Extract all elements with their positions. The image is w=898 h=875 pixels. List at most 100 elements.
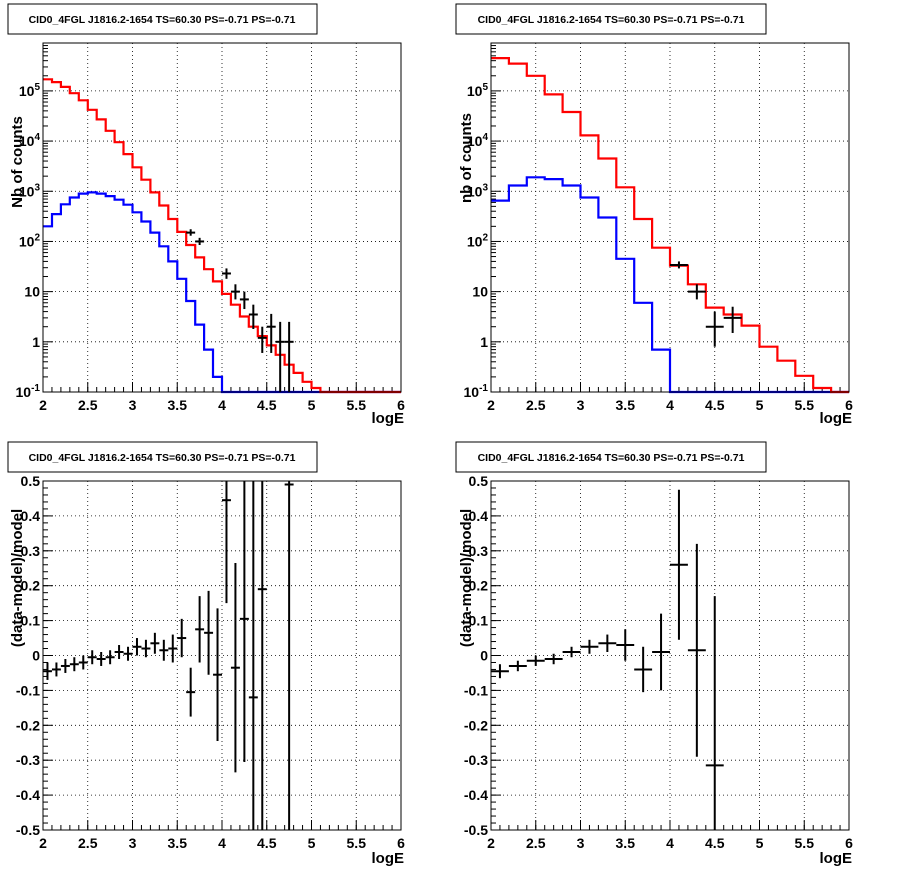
title-box: [455, 441, 767, 473]
y-tick-label: -0.3: [464, 752, 488, 768]
y-tick-label: 1: [32, 334, 40, 350]
plot-area: [43, 43, 401, 392]
x-tick-label: 3: [577, 835, 585, 851]
x-tick-label: 2: [39, 835, 47, 851]
residual-panel-left: CID0_4FGL J1816.2-1654 TS=60.30 PS=-0.71…: [7, 441, 405, 867]
y-tick-label: 0: [480, 648, 488, 664]
plot-frame: [490, 480, 850, 831]
y-tick-label: -0.2: [16, 717, 40, 733]
x-tick-label: 5: [308, 835, 316, 851]
residual-panel-right: CID0_4FGL J1816.2-1654 TS=60.30 PS=-0.71…: [455, 441, 853, 867]
y-tick-label: 0.5: [21, 473, 41, 489]
x-tick-label: 4.5: [705, 835, 725, 851]
y-tick-label: 10-1: [464, 383, 489, 400]
x-tick-label: 6: [397, 397, 405, 413]
x-tick-label: 5: [756, 397, 764, 413]
panel-title: CID0_4FGL J1816.2-1654 TS=60.30 PS=-0.71…: [29, 452, 296, 464]
panel-title: CID0_4FGL J1816.2-1654 TS=60.30 PS=-0.71…: [29, 14, 296, 26]
y-tick-label: -0.2: [464, 717, 488, 733]
x-axis-label: logE: [820, 850, 853, 867]
plot-area: [491, 43, 849, 392]
y-tick-label: 103: [467, 182, 489, 199]
x-tick-label: 5: [756, 835, 764, 851]
plot-frame: [490, 42, 850, 393]
plot-area: [43, 481, 401, 830]
y-axis-label: (data-model)/model: [458, 509, 475, 647]
x-axis-label: logE: [372, 850, 405, 867]
y-tick-label: 0.4: [469, 508, 489, 524]
x-tick-label: 4: [666, 835, 674, 851]
x-tick-label: 5.5: [795, 835, 815, 851]
y-tick-label: 102: [467, 232, 489, 249]
x-tick-label: 3: [129, 397, 137, 413]
x-tick-label: 5.5: [347, 397, 367, 413]
x-tick-label: 2.5: [526, 835, 546, 851]
y-tick-label: 0.1: [21, 613, 41, 629]
x-tick-label: 4.5: [705, 397, 725, 413]
x-tick-label: 2: [487, 397, 495, 413]
x-tick-label: 3.5: [168, 397, 188, 413]
y-tick-label: 0.5: [469, 473, 489, 489]
model-total-histogram: [43, 78, 401, 394]
x-axis-label: logE: [372, 410, 405, 427]
x-tick-label: 2.5: [526, 397, 546, 413]
x-tick-label: 6: [845, 397, 853, 413]
y-tick-label: 104: [467, 132, 489, 149]
title-box: [455, 3, 767, 35]
x-tick-label: 2.5: [78, 835, 98, 851]
x-tick-label: 3: [129, 835, 137, 851]
x-tick-label: 2.5: [78, 397, 98, 413]
counts-panel-left: CID0_4FGL J1816.2-1654 TS=60.30 PS=-0.71…: [7, 3, 405, 427]
x-tick-label: 4: [666, 397, 674, 413]
plot-frame: [42, 480, 402, 831]
y-tick-label: -0.1: [16, 682, 40, 698]
plot-area: [491, 481, 849, 830]
panel-title: CID0_4FGL J1816.2-1654 TS=60.30 PS=-0.71…: [478, 14, 745, 26]
y-tick-label: 1: [480, 334, 488, 350]
x-axis-label: logE: [820, 410, 853, 427]
y-tick-label: 0.1: [469, 613, 489, 629]
y-tick-label: 0.3: [21, 543, 41, 559]
x-tick-label: 4: [218, 397, 226, 413]
y-tick-label: 104: [19, 132, 41, 149]
x-tick-label: 5: [308, 397, 316, 413]
y-tick-label: 0: [32, 648, 40, 664]
y-axis-label: nb of counts: [458, 113, 475, 203]
x-tick-label: 2: [39, 397, 47, 413]
y-axis-label: (data-model)/model: [9, 509, 26, 647]
y-tick-label: 105: [19, 82, 41, 99]
title-box: [7, 441, 318, 473]
y-tick-label: 10-1: [16, 383, 41, 400]
counts-panel-right: CID0_4FGL J1816.2-1654 TS=60.30 PS=-0.71…: [455, 3, 853, 427]
plot-frame: [42, 42, 402, 393]
x-tick-label: 2: [487, 835, 495, 851]
x-tick-label: 3.5: [168, 835, 188, 851]
x-tick-label: 4.5: [257, 835, 277, 851]
x-tick-label: 4.5: [257, 397, 277, 413]
y-tick-label: 10: [472, 284, 488, 300]
y-tick-label: 102: [19, 232, 41, 249]
x-tick-label: 6: [397, 835, 405, 851]
model-total-histogram: [491, 57, 849, 394]
x-tick-label: 3.5: [616, 835, 636, 851]
y-tick-label: 10: [24, 284, 40, 300]
y-tick-label: 103: [19, 182, 41, 199]
x-tick-label: 3: [577, 397, 585, 413]
y-tick-label: 0.2: [21, 578, 41, 594]
x-tick-label: 6: [845, 835, 853, 851]
x-tick-label: 5.5: [795, 397, 815, 413]
y-tick-label: -0.5: [464, 822, 488, 838]
panel-title: CID0_4FGL J1816.2-1654 TS=60.30 PS=-0.71…: [478, 452, 745, 464]
y-axis-label: Nb of counts: [9, 116, 26, 208]
y-tick-label: -0.1: [464, 682, 488, 698]
title-box: [7, 3, 318, 35]
y-tick-label: -0.4: [16, 787, 40, 803]
x-tick-label: 3.5: [616, 397, 636, 413]
x-tick-label: 5.5: [347, 835, 367, 851]
y-tick-label: 0.2: [469, 578, 489, 594]
y-tick-label: 0.3: [469, 543, 489, 559]
x-tick-label: 4: [218, 835, 226, 851]
y-tick-label: -0.3: [16, 752, 40, 768]
y-tick-label: -0.4: [464, 787, 488, 803]
y-tick-label: 0.4: [21, 508, 41, 524]
